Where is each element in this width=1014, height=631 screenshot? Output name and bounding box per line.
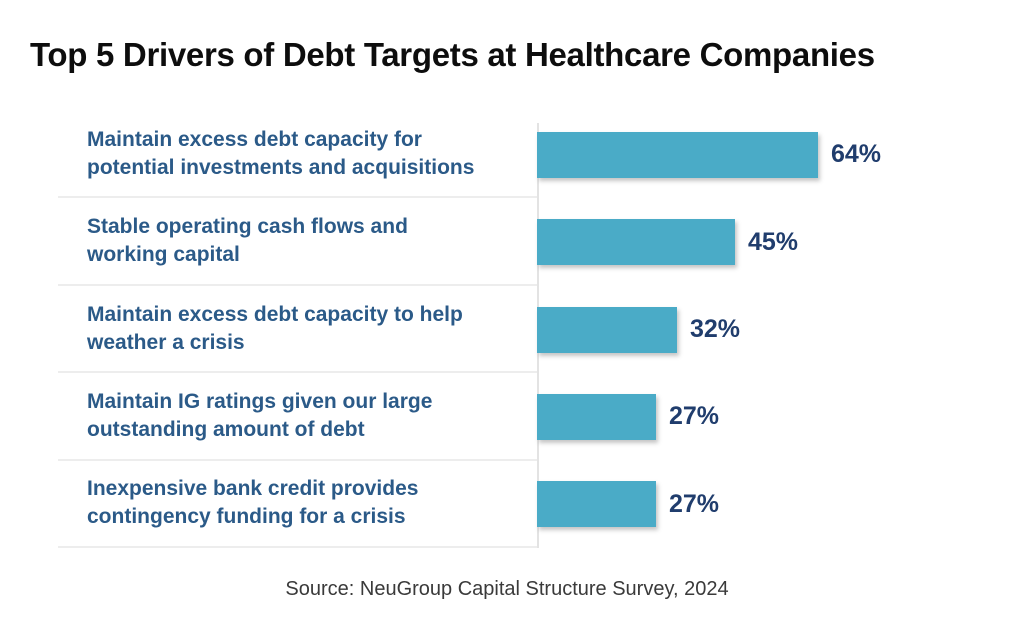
bar — [537, 219, 735, 266]
chart-rows: Maintain excess debt capacity for potent… — [58, 111, 958, 549]
bar-cell: 64% — [537, 111, 958, 198]
bar-cell: 45% — [537, 198, 958, 285]
chart-row: Maintain IG ratings given our large outs… — [58, 373, 958, 461]
chart-row: Inexpensive bank credit provides conting… — [58, 460, 958, 549]
chart-row: Stable operating cash flows and working … — [58, 198, 958, 286]
bar-cell: 27% — [537, 461, 958, 548]
category-label: Stable operating cash flows and working … — [58, 198, 537, 286]
bar — [537, 306, 677, 353]
value-label: 32% — [690, 315, 741, 344]
bar — [537, 131, 818, 178]
chart-row: Maintain excess debt capacity to help we… — [58, 285, 958, 374]
value-label: 45% — [748, 227, 799, 256]
category-label: Maintain IG ratings given our large outs… — [58, 373, 537, 461]
category-label: Inexpensive bank credit provides conting… — [58, 460, 537, 549]
value-label: 64% — [831, 140, 882, 169]
page-title: Top 5 Drivers of Debt Targets at Healthc… — [30, 36, 875, 73]
bar-chart: Maintain excess debt capacity for potent… — [58, 111, 958, 549]
chart-row: Maintain excess debt capacity for potent… — [58, 111, 958, 199]
category-label: Maintain excess debt capacity for potent… — [58, 111, 537, 199]
bar — [537, 393, 656, 440]
value-label: 27% — [669, 402, 720, 431]
category-label: Maintain excess debt capacity to help we… — [58, 285, 537, 374]
source-caption: Source: NeuGroup Capital Structure Surve… — [285, 578, 729, 600]
bar-cell: 32% — [537, 286, 958, 373]
value-label: 27% — [669, 489, 720, 518]
bar — [537, 481, 656, 528]
bar-cell: 27% — [537, 373, 958, 460]
